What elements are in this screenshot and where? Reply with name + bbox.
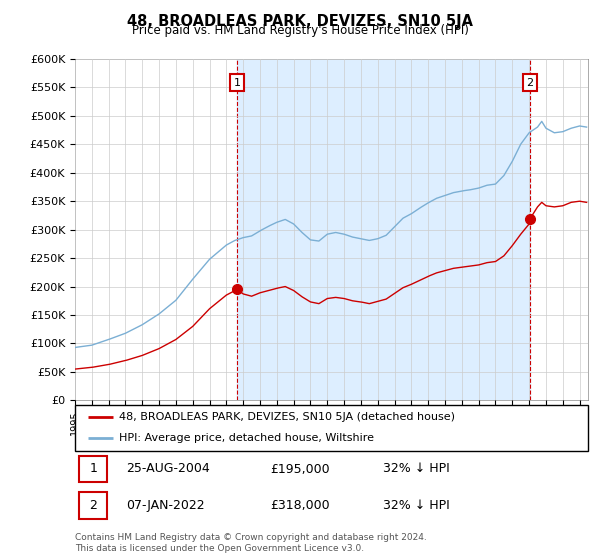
Text: 07-JAN-2022: 07-JAN-2022 (127, 499, 205, 512)
Bar (238, 59, 530, 400)
Text: £318,000: £318,000 (270, 499, 329, 512)
Text: 32% ↓ HPI: 32% ↓ HPI (383, 463, 449, 475)
Text: 25-AUG-2004: 25-AUG-2004 (127, 463, 210, 475)
Text: 2: 2 (89, 499, 97, 512)
Text: Contains HM Land Registry data © Crown copyright and database right 2024.
This d: Contains HM Land Registry data © Crown c… (75, 533, 427, 553)
Text: 1: 1 (234, 78, 241, 88)
Text: 32% ↓ HPI: 32% ↓ HPI (383, 499, 449, 512)
Text: 48, BROADLEAS PARK, DEVIZES, SN10 5JA (detached house): 48, BROADLEAS PARK, DEVIZES, SN10 5JA (d… (119, 412, 455, 422)
Text: 1: 1 (89, 463, 97, 475)
FancyBboxPatch shape (79, 492, 107, 519)
Text: 2: 2 (526, 78, 533, 88)
Text: 48, BROADLEAS PARK, DEVIZES, SN10 5JA: 48, BROADLEAS PARK, DEVIZES, SN10 5JA (127, 14, 473, 29)
Text: HPI: Average price, detached house, Wiltshire: HPI: Average price, detached house, Wilt… (119, 433, 374, 444)
FancyBboxPatch shape (79, 456, 107, 482)
Text: £195,000: £195,000 (270, 463, 329, 475)
Text: Price paid vs. HM Land Registry's House Price Index (HPI): Price paid vs. HM Land Registry's House … (131, 24, 469, 37)
